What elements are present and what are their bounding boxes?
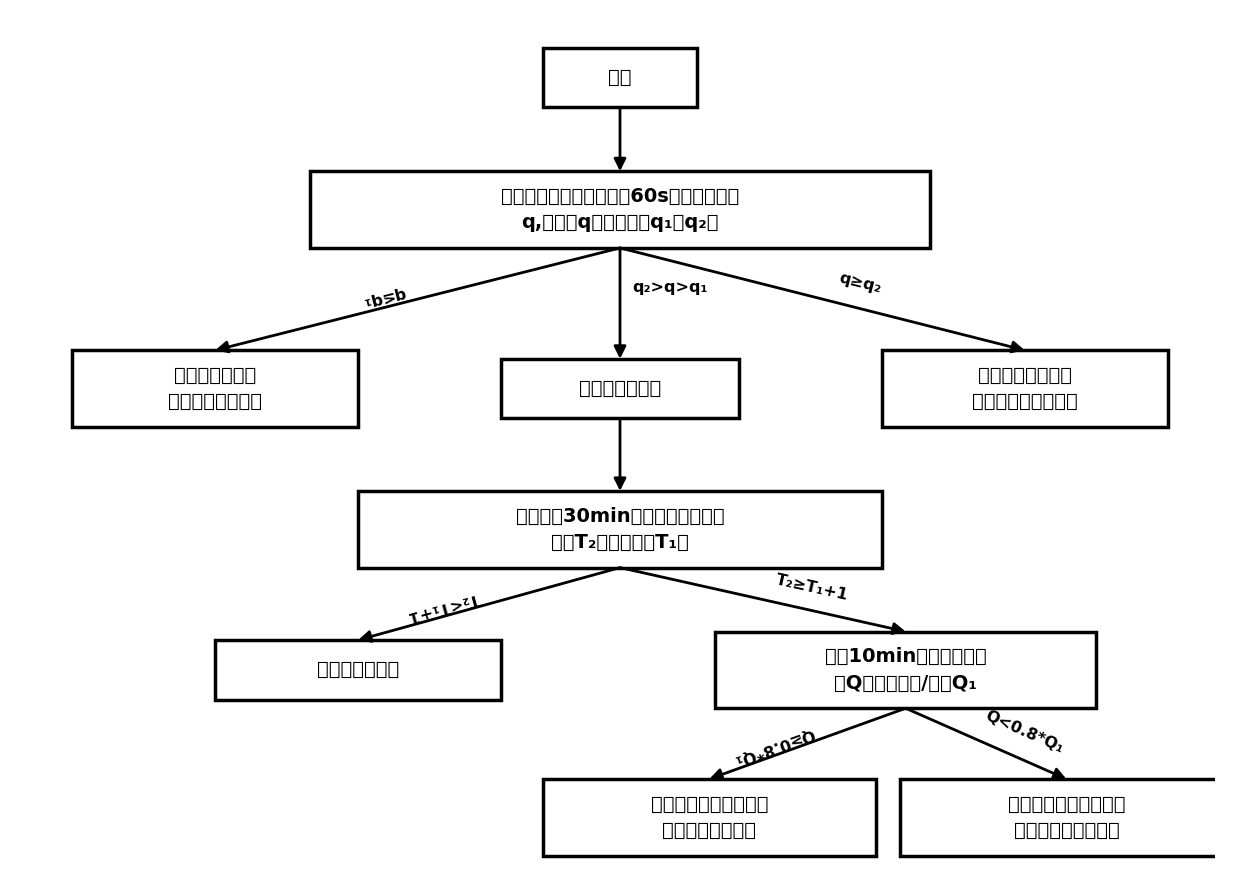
- Text: 机组正常运行。: 机组正常运行。: [317, 661, 399, 679]
- Bar: [715, 631, 1096, 709]
- Text: 机组停机并报出
水流量过低保护。: 机组停机并报出 水流量过低保护。: [169, 366, 263, 411]
- Text: 机组水泵开启，水泵开启60s后检测水流量
q,并比较q与预设流量q₁及q₂。: 机组水泵开启，水泵开启60s后检测水流量 q,并比较q与预设流量q₁及q₂。: [501, 186, 739, 233]
- Bar: [310, 171, 930, 248]
- Text: Q≥0.8*Q₁: Q≥0.8*Q₁: [732, 725, 816, 768]
- Text: 机组正常运行。报出房
间负荷过大告警。: 机组正常运行。报出房 间负荷过大告警。: [651, 795, 768, 840]
- Text: 机组开机30min后，比较设定目标
水温T₂及实际水温T₁。: 机组开机30min后，比较设定目标 水温T₂及实际水温T₁。: [516, 506, 724, 552]
- Text: q≤q₁: q≤q₁: [361, 285, 407, 311]
- Bar: [216, 640, 501, 700]
- Bar: [501, 359, 739, 418]
- Bar: [900, 779, 1233, 856]
- Text: 机组正常运行。: 机组正常运行。: [579, 379, 661, 398]
- Bar: [882, 350, 1168, 427]
- Text: T₂<T₁+1: T₂<T₁+1: [405, 590, 481, 624]
- Bar: [543, 779, 875, 856]
- Text: 机组正常运行。报出机
组制热量不足告警。: 机组正常运行。报出机 组制热量不足告警。: [1008, 795, 1125, 840]
- Bar: [358, 491, 882, 567]
- Text: 并报出水流量过高
保护，机组不停机。: 并报出水流量过高 保护，机组不停机。: [972, 366, 1078, 411]
- Bar: [72, 350, 358, 427]
- Text: Q<0.8*Q₁: Q<0.8*Q₁: [983, 709, 1066, 757]
- Text: 开机: 开机: [609, 68, 631, 87]
- Text: 连续10min比较实时制热
量Q及理论制热/冷量Q₁: 连续10min比较实时制热 量Q及理论制热/冷量Q₁: [825, 647, 987, 693]
- Text: q≥q₂: q≥q₂: [837, 271, 883, 296]
- Text: T₂≥T₁+1: T₂≥T₁+1: [774, 573, 849, 603]
- Bar: [543, 48, 697, 107]
- Text: q₂>q>q₁: q₂>q>q₁: [632, 280, 707, 295]
